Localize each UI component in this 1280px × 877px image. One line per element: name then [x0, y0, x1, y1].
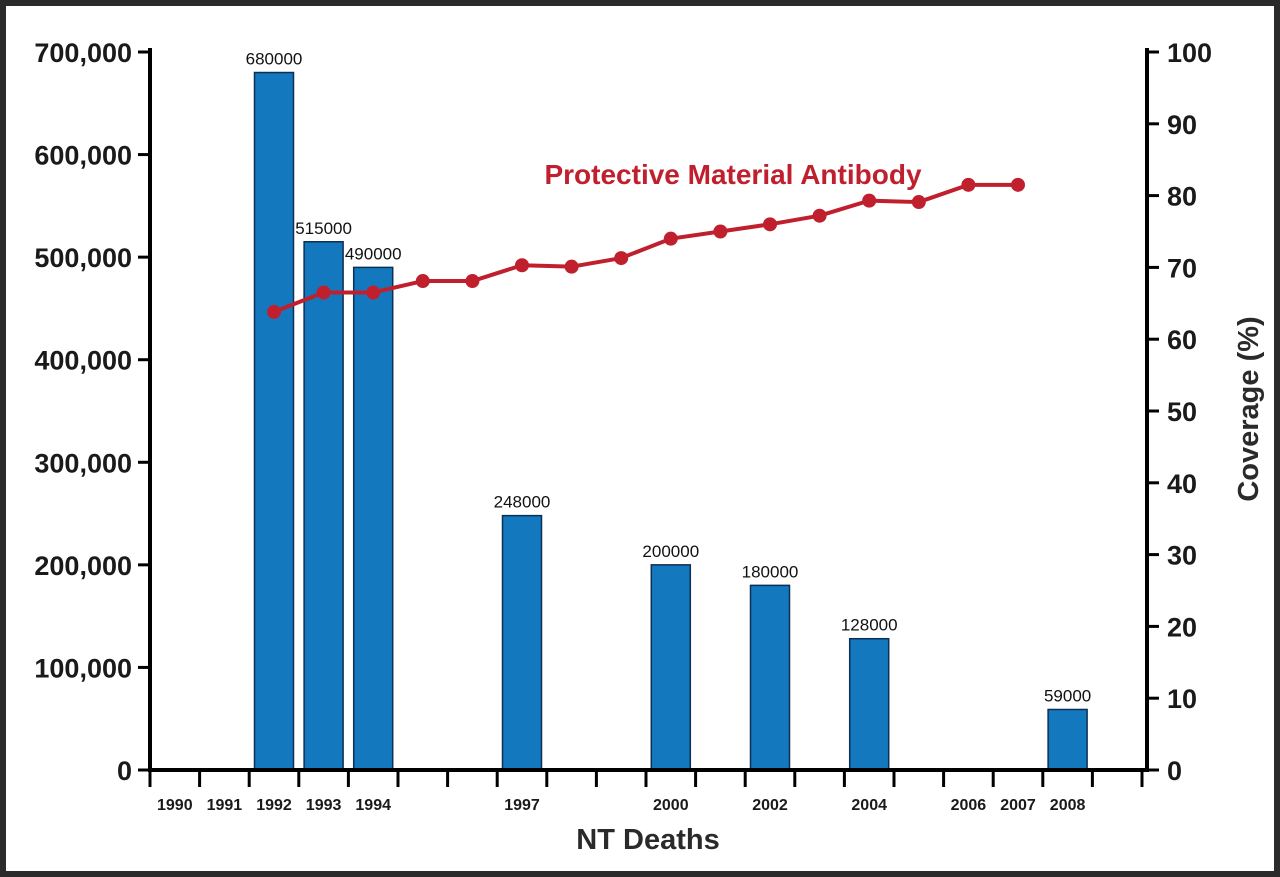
coverage-point-2005 — [911, 195, 926, 210]
x-tick-label-1992: 1992 — [256, 797, 292, 814]
coverage-point-1995 — [415, 274, 430, 289]
bar-2000 — [650, 564, 692, 771]
bar-value-label-2008: 59000 — [1044, 686, 1091, 705]
right-tick-label: 20 — [1167, 612, 1197, 642]
coverage-point-2006 — [961, 177, 976, 192]
bar-2008 — [1047, 708, 1088, 771]
right-tick-label: 100 — [1167, 38, 1212, 68]
bar-value-label-1997: 248000 — [494, 493, 551, 512]
bar-value-label-1992: 680000 — [246, 50, 303, 69]
bar-1994 — [352, 266, 394, 771]
bar-1993 — [303, 241, 344, 771]
coverage-point-2003 — [812, 208, 827, 223]
left-tick-label: 700,000 — [34, 38, 132, 68]
line-series-title: Protective Material Antibody — [544, 159, 921, 190]
coverage-point-1998 — [564, 259, 579, 274]
bar-value-label-1993: 515000 — [295, 219, 352, 238]
right-tick-label: 30 — [1167, 541, 1197, 571]
left-tick-label: 400,000 — [34, 346, 132, 376]
left-tick-label: 100,000 — [34, 653, 132, 683]
x-tick-label-2002: 2002 — [752, 797, 788, 814]
bar-value-label-2002: 180000 — [742, 562, 799, 581]
coverage-point-2007 — [1011, 177, 1025, 192]
right-tick-label: 40 — [1167, 469, 1197, 499]
right-tick-label: 60 — [1167, 325, 1197, 355]
coverage-point-2001 — [713, 224, 728, 239]
x-tick-label-2006: 2006 — [951, 797, 987, 814]
axes-layer — [138, 48, 1159, 787]
x-axis-title: NT Deaths — [576, 824, 719, 856]
right-tick-label: 10 — [1167, 684, 1197, 714]
bar-2002 — [749, 584, 791, 771]
right-tick-label: 0 — [1167, 756, 1182, 786]
x-tick-label-2008: 2008 — [1050, 797, 1086, 814]
coverage-point-1993 — [316, 285, 331, 300]
bar-value-label-1994: 490000 — [345, 244, 402, 263]
coverage-point-1994 — [366, 285, 381, 300]
x-tick-label-1997: 1997 — [504, 797, 540, 814]
x-tick-label-1994: 1994 — [355, 797, 391, 814]
x-tick-label-1990: 1990 — [157, 797, 193, 814]
right-tick-label: 50 — [1167, 397, 1197, 427]
coverage-point-1999 — [614, 251, 629, 266]
x-tick-label-2004: 2004 — [851, 797, 887, 814]
x-tick-label-1991: 1991 — [207, 797, 243, 814]
left-tick-label: 300,000 — [34, 448, 132, 478]
coverage-point-2000 — [663, 231, 678, 246]
coverage-point-1996 — [465, 274, 480, 289]
bar-value-label-2000: 200000 — [642, 542, 699, 561]
right-tick-label: 80 — [1167, 182, 1197, 212]
x-tick-label-2007: 2007 — [1000, 797, 1036, 814]
bar-1992 — [253, 71, 295, 771]
coverage-point-2002 — [763, 217, 777, 232]
coverage-point-1992 — [267, 304, 281, 319]
left-tick-label: 0 — [117, 756, 132, 786]
coverage-line — [273, 182, 1018, 314]
coverage-point-1997 — [515, 258, 529, 273]
labels-layer: 6800005150004900002480002000001800001280… — [34, 38, 1212, 814]
left-tick-label: 500,000 — [34, 243, 132, 273]
bar-value-label-2004: 128000 — [841, 616, 898, 635]
coverage-point-2004 — [862, 193, 877, 208]
right-tick-label: 70 — [1167, 253, 1197, 283]
right-tick-label: 90 — [1167, 110, 1197, 140]
left-tick-label: 600,000 — [34, 141, 132, 171]
coverage-line-layer — [267, 177, 1025, 319]
right-axis-title: Coverage (%) — [1233, 316, 1265, 501]
x-tick-label-2000: 2000 — [653, 797, 689, 814]
left-tick-label: 200,000 — [34, 551, 132, 581]
bar-1997 — [501, 514, 543, 771]
bars-layer — [253, 71, 1088, 771]
bar-2004 — [848, 637, 890, 771]
x-tick-label-1993: 1993 — [306, 797, 342, 814]
